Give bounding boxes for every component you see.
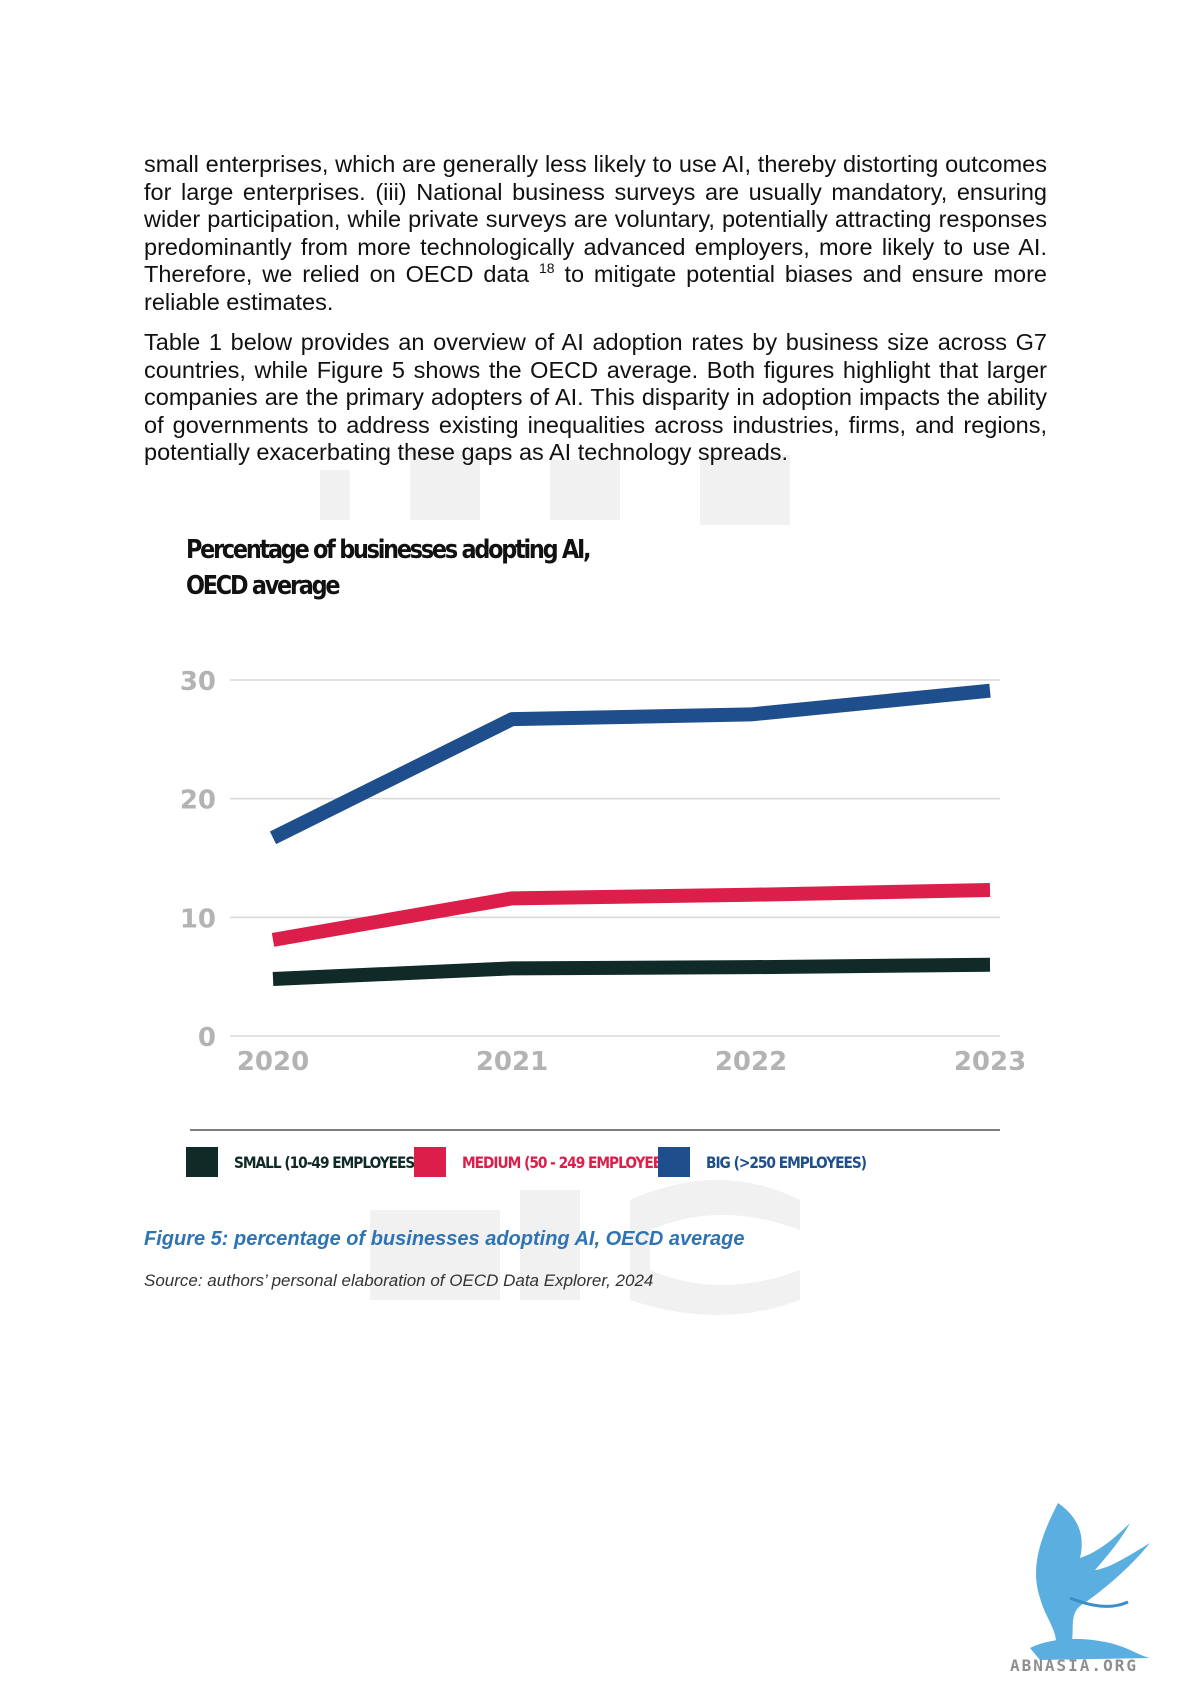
legend-label-big: BIG (>250 EMPLOYEES) <box>706 1152 867 1172</box>
series-line-0 <box>272 957 991 987</box>
paragraph-1-text-a: small enterprises, which are generally l… <box>144 151 1047 288</box>
chart-ticks: 0 10 20 30 2020 2021 2022 2023 <box>180 667 1026 1077</box>
y-tick-label-30: 30 <box>180 667 216 697</box>
logo-text: ABNASIA.ORG <box>1010 1656 1138 1675</box>
legend-item-small: SMALL (10-49 EMPLOYEES) <box>186 1145 450 1179</box>
chart-title-line-2: OECD average <box>186 571 341 601</box>
x-tick-label-2020: 2020 <box>237 1047 309 1077</box>
griffin-logo-icon[interactable] <box>1010 1498 1160 1663</box>
x-tick-label-2023: 2023 <box>954 1047 1026 1077</box>
legend-label-medium: MEDIUM (50 - 249 EMPLOYEES) <box>462 1152 676 1172</box>
body-paragraph-1: small enterprises, which are generally l… <box>144 151 1047 317</box>
x-tick-label-2022: 2022 <box>715 1047 787 1077</box>
figure-source: Source: authors’ personal elaboration of… <box>144 1271 654 1290</box>
y-tick-label-20: 20 <box>180 786 216 816</box>
chart-title-line-1: Percentage of businesses adopting AI, <box>186 535 592 565</box>
y-tick-label-0: 0 <box>198 1023 216 1053</box>
figure-caption: Figure 5: percentage of businesses adopt… <box>144 1228 745 1250</box>
footnote-ref-18[interactable]: 18 <box>538 260 555 277</box>
series-line-1 <box>271 883 991 947</box>
legend-swatch-small <box>186 1147 218 1177</box>
chart-title: Percentage of businesses adopting AI, OE… <box>186 532 592 604</box>
series-line-2 <box>269 683 991 845</box>
body-paragraph-2: Table 1 below provides an overview of AI… <box>144 329 1047 467</box>
chart-series <box>269 683 991 987</box>
legend-swatch-medium <box>414 1147 446 1177</box>
legend-label-small: SMALL (10-49 EMPLOYEES) <box>234 1152 421 1172</box>
paragraph-1-text-b: to mitigate potential biases and ensure … <box>144 261 1047 315</box>
legend-item-big: BIG (>250 EMPLOYEES) <box>658 1145 892 1179</box>
y-tick-label-10: 10 <box>180 904 216 934</box>
paragraph-2-text: Table 1 below provides an overview of AI… <box>144 329 1047 466</box>
legend-swatch-big <box>658 1147 690 1177</box>
legend-item-medium: MEDIUM (50 - 249 EMPLOYEES) <box>414 1145 710 1179</box>
x-tick-label-2021: 2021 <box>476 1047 548 1077</box>
